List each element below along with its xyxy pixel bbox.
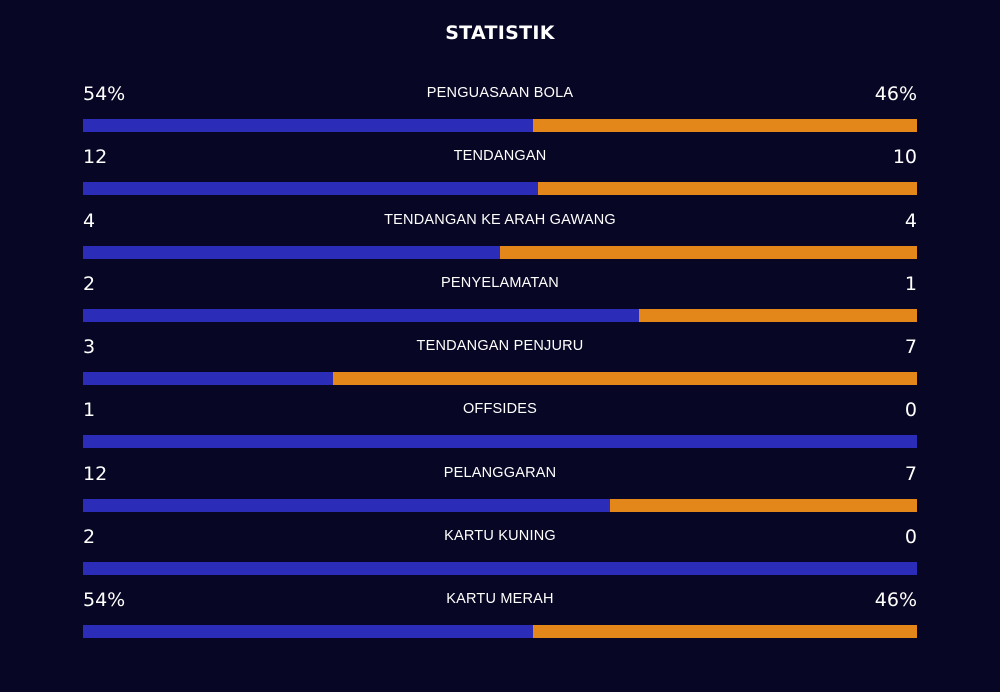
home-bar-fill bbox=[83, 308, 640, 322]
away-value: 0 bbox=[904, 399, 917, 422]
home-bar-fill bbox=[83, 245, 500, 259]
stat-name: PELANGGARAN bbox=[443, 464, 557, 481]
stat-name: TENDANGAN KE ARAH GAWANG bbox=[384, 211, 616, 228]
home-value: 54% bbox=[83, 83, 126, 105]
stat-row-offsides: 1 OFFSIDES 0 bbox=[83, 396, 917, 459]
stat-bar bbox=[83, 372, 917, 386]
stat-name: KARTU MERAH bbox=[446, 591, 554, 608]
away-bar-fill bbox=[500, 245, 917, 259]
stat-name: KARTU KUNING bbox=[444, 528, 556, 545]
stat-name: PENYELAMATAN bbox=[441, 274, 559, 291]
stat-row-penyelamatan: 2 PENYELAMATAN 1 bbox=[83, 270, 917, 333]
home-value: 54% bbox=[83, 589, 126, 612]
home-value: 12 bbox=[83, 462, 108, 485]
page-title: STATISTIK bbox=[445, 22, 555, 44]
stat-bar bbox=[83, 625, 917, 639]
stat-row-tendangan-penjuru: 3 TENDANGAN PENJURU 7 bbox=[83, 333, 917, 396]
away-value: 7 bbox=[904, 336, 917, 359]
home-value: 12 bbox=[83, 146, 108, 169]
stat-bar bbox=[83, 498, 917, 512]
stat-row-tendangan: 12 TENDANGAN 10 bbox=[83, 143, 917, 206]
stat-bar bbox=[83, 562, 917, 576]
stat-bar bbox=[83, 308, 917, 322]
away-value: 4 bbox=[904, 209, 917, 232]
stat-row-tendangan-ke-arah-gawang: 4 TENDANGAN KE ARAH GAWANG 4 bbox=[83, 207, 917, 270]
away-value: 10 bbox=[892, 146, 917, 169]
stat-name: TENDANGAN PENJURU bbox=[416, 338, 584, 355]
away-value: 7 bbox=[904, 462, 917, 485]
away-bar-fill bbox=[610, 498, 917, 512]
away-bar-fill bbox=[537, 182, 917, 196]
stat-name: TENDANGAN bbox=[453, 148, 547, 165]
home-bar-fill bbox=[83, 562, 917, 576]
stat-row-kartu-merah: 54% KARTU MERAH 46% bbox=[83, 586, 917, 649]
home-value: 2 bbox=[83, 526, 96, 549]
stat-name: OFFSIDES bbox=[462, 401, 538, 418]
stat-row-penguasaan-bola: 54% PENGUASAAN BOLA 46% bbox=[83, 80, 917, 143]
away-value: 1 bbox=[904, 272, 917, 295]
stat-name: PENGUASAAN BOLA bbox=[426, 85, 574, 101]
home-bar-fill bbox=[83, 119, 534, 132]
home-bar-fill bbox=[83, 498, 611, 512]
stat-row-pelanggaran: 12 PELANGGARAN 7 bbox=[83, 460, 917, 523]
home-bar-fill bbox=[83, 625, 534, 639]
away-value: 0 bbox=[904, 526, 917, 549]
away-value: 46% bbox=[874, 83, 917, 105]
home-value: 3 bbox=[83, 336, 96, 359]
home-bar-fill bbox=[83, 435, 917, 449]
home-bar-fill bbox=[83, 182, 538, 196]
away-bar-fill bbox=[533, 625, 917, 639]
away-bar-fill bbox=[333, 372, 917, 386]
stat-bar bbox=[83, 182, 917, 196]
home-bar-fill bbox=[83, 372, 334, 386]
stat-bar bbox=[83, 435, 917, 449]
stat-bar bbox=[83, 119, 917, 132]
home-value: 4 bbox=[83, 209, 96, 232]
stat-bar bbox=[83, 245, 917, 259]
home-value: 2 bbox=[83, 272, 96, 295]
away-bar-fill bbox=[533, 119, 917, 132]
stat-row-kartu-kuning: 2 KARTU KUNING 0 bbox=[83, 523, 917, 586]
home-value: 1 bbox=[83, 399, 96, 422]
stats-list: 54% PENGUASAAN BOLA 46% 12 TENDANGAN 10 … bbox=[83, 80, 917, 650]
away-value: 46% bbox=[874, 589, 917, 612]
away-bar-fill bbox=[639, 308, 917, 322]
